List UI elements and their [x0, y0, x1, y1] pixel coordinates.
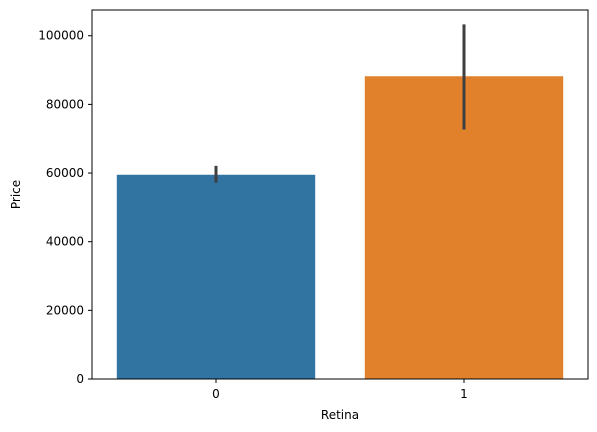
bar-0	[116, 174, 316, 379]
x-tick-label-0: 0	[212, 387, 220, 401]
y-axis-label: Price	[9, 180, 23, 209]
y-tick-label-80000: 80000	[46, 97, 84, 111]
plot-frame	[91, 9, 589, 380]
bars-group	[116, 76, 564, 379]
x-tick-label-1: 1	[460, 387, 468, 401]
y-tick-label-40000: 40000	[46, 235, 84, 249]
error-bars-group	[214, 24, 466, 183]
x-axis-label: Retina	[321, 408, 359, 422]
y-tick-label-60000: 60000	[46, 166, 84, 180]
y-tick-label-20000: 20000	[46, 303, 84, 317]
y-tick-label-0: 0	[76, 372, 84, 386]
y-tick-label-100000: 100000	[38, 29, 84, 43]
y-axis: 0 20000 40000 60000 80000 100000	[38, 29, 92, 386]
